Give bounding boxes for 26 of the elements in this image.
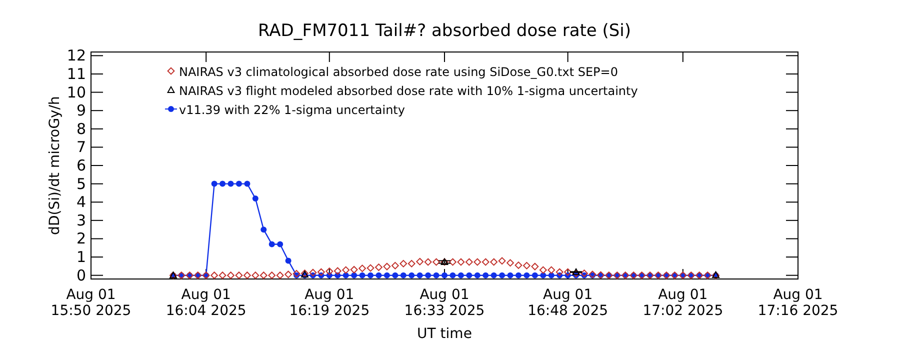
y-tick-label: 4 — [76, 193, 86, 212]
y-tick-label: 2 — [76, 230, 86, 248]
x-tick-label: Aug 01 16:04 2025 — [166, 287, 246, 319]
y-tick-label: 12 — [66, 46, 86, 65]
y-tick-label: 0 — [76, 266, 86, 284]
x-tick-label: Aug 01 16:33 2025 — [404, 287, 485, 319]
y-tick-label: 11 — [66, 64, 86, 83]
legend-label: v11.39 with 22% 1-sigma uncertainty — [179, 103, 405, 117]
x-tick-label: Aug 01 16:48 2025 — [528, 287, 608, 319]
y-tick-label: 5 — [76, 174, 86, 193]
x-tick-label: Aug 01 17:16 2025 — [758, 287, 838, 319]
y-tick-label: 1 — [76, 248, 86, 266]
x-tick-label: Aug 01 15:50 2025 — [50, 287, 132, 319]
y-tick-label: 6 — [76, 156, 86, 174]
x-tick-label: Aug 01 17:02 2025 — [642, 287, 724, 319]
y-tick-label: 10 — [66, 83, 86, 102]
y-tick-label: 8 — [76, 120, 86, 138]
x-tick-label: Aug 01 16:19 2025 — [289, 287, 370, 319]
legend-label: NAIRAS v3 flight modeled absorbed dose rate with 10% 1-sigma uncertainty — [179, 84, 638, 98]
y-tick-label: 3 — [76, 211, 86, 230]
y-tick-label: 9 — [76, 102, 86, 120]
legend-label: NAIRAS v3 climatological absorbed dose rate using SiDose_G0.txt SEP=0 — [179, 65, 618, 79]
x-axis-title: UT time — [417, 326, 472, 342]
chart-title: RAD_FM7011 Tail#? absorbed dose rate (Si) — [258, 21, 632, 41]
y-axis-title: dD(Si)/dt microGy/h — [47, 96, 63, 235]
y-tick-label: 7 — [76, 138, 86, 156]
